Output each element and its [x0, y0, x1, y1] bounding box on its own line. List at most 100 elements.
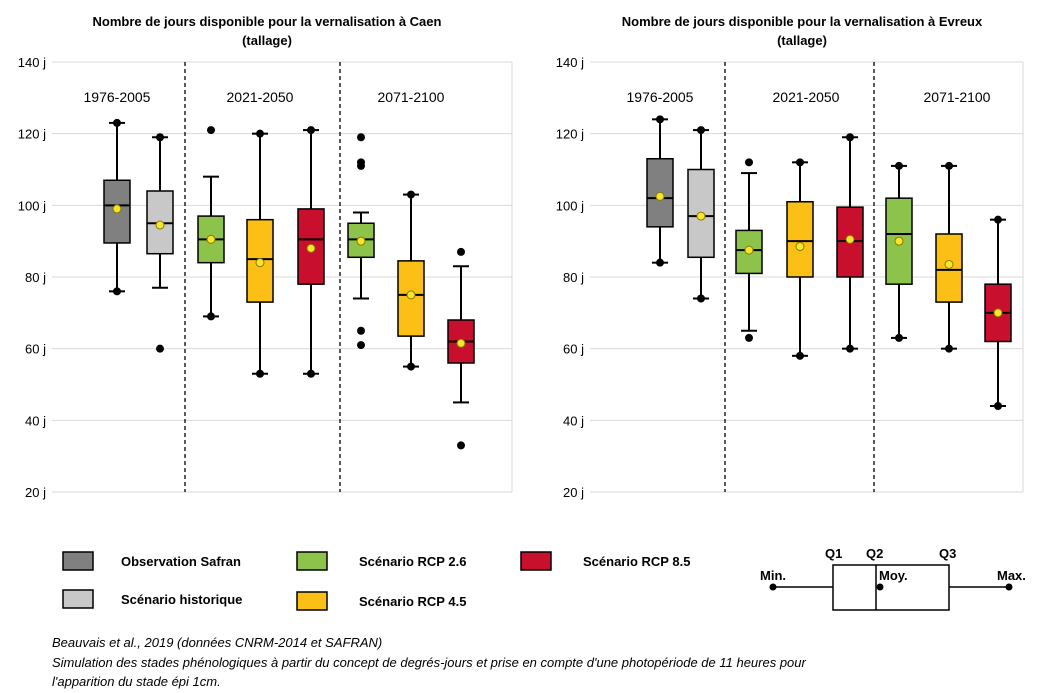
outlier-point	[207, 312, 215, 321]
legend-swatch-observation-safran	[62, 551, 94, 571]
outlier-point	[457, 247, 465, 256]
key-box	[832, 564, 950, 611]
boxplot	[984, 215, 1012, 410]
mean-point	[944, 259, 954, 269]
y-tick-label: 40 j	[25, 413, 46, 428]
outlier-point	[113, 118, 121, 127]
y-tick-label: 120 j	[18, 127, 46, 142]
chart-title-line: (tallage)	[777, 33, 827, 48]
boxplot	[246, 129, 274, 378]
y-tick-label: 120 j	[556, 127, 584, 142]
source-line-3: l'apparition du stade épi 1cm.	[52, 674, 221, 689]
outlier-point	[207, 126, 215, 135]
legend-swatch-scenario-historique	[62, 589, 94, 609]
outlier-point	[357, 326, 365, 335]
outlier-point	[113, 287, 121, 296]
outlier-point	[846, 133, 854, 142]
mean-point	[696, 211, 706, 221]
key-label-q1: Q1	[825, 546, 842, 561]
y-tick-label: 60 j	[25, 342, 46, 357]
legend-label-rcp85: Scénario RCP 8.5	[583, 554, 690, 569]
legend-label-observation-safran: Observation Safran	[121, 554, 241, 569]
boxplot	[786, 158, 814, 360]
box-iqr	[786, 201, 814, 278]
outlier-point	[656, 115, 664, 124]
outlier-point	[256, 369, 264, 378]
outlier-point	[945, 344, 953, 353]
y-tick-label: 20 j	[563, 485, 584, 500]
outlier-point	[697, 294, 705, 303]
mean-point	[993, 308, 1003, 318]
key-label-min: Min.	[760, 568, 786, 583]
outlier-point	[256, 129, 264, 138]
y-tick-label: 100 j	[18, 198, 46, 213]
key-min-point	[769, 583, 777, 591]
outlier-point	[407, 362, 415, 371]
period-label: 2071-2100	[378, 89, 445, 105]
mean-point	[255, 258, 265, 268]
key-label-max: Max.	[997, 568, 1026, 583]
boxplot-key: Min. Q1 Q2 Q3 Moy. Max.	[760, 546, 1026, 611]
outlier-point	[994, 402, 1002, 410]
boxplot	[197, 126, 225, 321]
source-line-1: Beauvais et al., 2019 (données CNRM-2014…	[52, 635, 383, 650]
y-tick-label: 80 j	[25, 270, 46, 285]
outlier-point	[796, 351, 804, 360]
outlier-point	[745, 158, 753, 167]
outlier-point	[457, 441, 465, 450]
mean-point	[894, 236, 904, 246]
boxplot	[447, 247, 475, 450]
outlier-point	[407, 190, 415, 199]
y-tick-label: 140 j	[18, 55, 46, 70]
key-label-q3: Q3	[939, 546, 956, 561]
outlier-point	[745, 333, 753, 342]
outlier-point	[945, 161, 953, 170]
mean-point	[795, 242, 805, 252]
box-iqr	[885, 197, 913, 285]
key-max-point	[1005, 583, 1013, 591]
period-label: 2021-2050	[227, 89, 294, 105]
y-tick-label: 60 j	[563, 342, 584, 357]
outlier-point	[357, 341, 365, 350]
chart-evreux: Nombre de jours disponible pour la verna…	[556, 14, 1024, 500]
mean-point	[655, 191, 665, 201]
legend: Observation Safran Scénario historique S…	[62, 551, 690, 611]
period-label: 2071-2100	[924, 89, 991, 105]
outlier-point	[796, 158, 804, 167]
mean-point	[155, 220, 165, 230]
boxplot	[397, 190, 425, 371]
boxplot	[103, 118, 131, 296]
mean-point	[456, 338, 466, 348]
outlier-point	[307, 126, 315, 135]
key-label-q2: Q2	[866, 546, 883, 561]
y-tick-label: 100 j	[556, 198, 584, 213]
key-mean-point	[876, 583, 884, 591]
chart-title-line: Nombre de jours disponible pour la verna…	[93, 14, 442, 29]
y-tick-label: 140 j	[556, 55, 584, 70]
box-iqr	[687, 168, 715, 259]
period-label: 1976-2005	[627, 89, 694, 105]
boxplot	[146, 133, 174, 353]
chart-title-line: Nombre de jours disponible pour la verna…	[622, 14, 983, 29]
outlier-point	[156, 344, 164, 353]
legend-label-rcp45: Scénario RCP 4.5	[359, 594, 466, 609]
boxplot	[885, 161, 913, 342]
boxplot	[836, 133, 864, 353]
y-tick-label: 20 j	[25, 485, 46, 500]
mean-point	[845, 234, 855, 244]
mean-point	[406, 290, 416, 300]
period-label: 1976-2005	[84, 89, 151, 105]
boxplot	[735, 158, 763, 342]
outlier-point	[307, 369, 315, 378]
legend-label-rcp26: Scénario RCP 2.6	[359, 554, 466, 569]
outlier-point	[846, 344, 854, 353]
period-label: 2021-2050	[773, 89, 840, 105]
mean-point	[112, 204, 122, 214]
outlier-point	[895, 161, 903, 170]
key-label-mean: Moy.	[879, 568, 908, 583]
chart-title-line: (tallage)	[242, 33, 292, 48]
mean-point	[206, 234, 216, 244]
y-tick-label: 80 j	[563, 270, 584, 285]
legend-swatch-rcp26	[296, 551, 328, 571]
